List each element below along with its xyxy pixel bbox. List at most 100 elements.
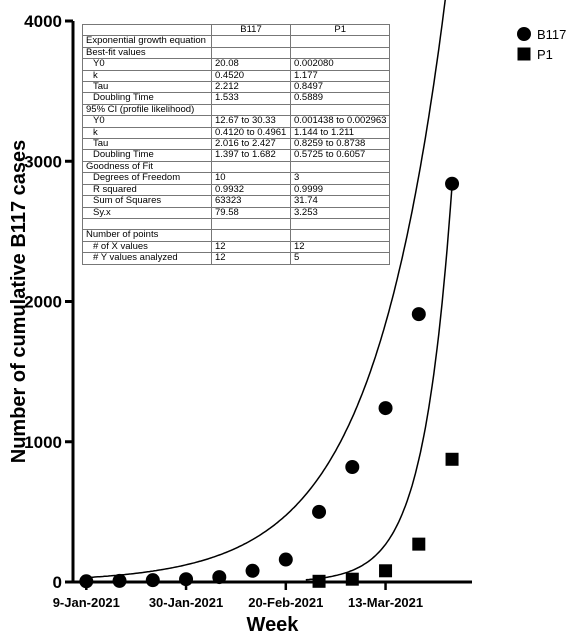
results-label-cell: Sum of Squares (82, 195, 212, 208)
results-row: k 0.4120 to 0.4961 1.144 to 1.211 (82, 126, 391, 140)
results-p1-cell (289, 160, 391, 174)
results-label-cell: Doubling Time (82, 149, 212, 162)
results-row: Y0 12.67 to 30.33 0.001438 to 0.002963 (82, 115, 391, 128)
point-b117 (278, 552, 293, 567)
results-label-cell: Sy.x (82, 206, 212, 219)
results-row: Doubling Time 1.397 to 1.682 0.5725 to 0.6… (82, 149, 391, 162)
results-p1-cell: 0.002080 (289, 58, 391, 71)
fit-curve-p1 (305, 184, 453, 581)
results-label-cell: # of X values (82, 240, 212, 254)
point-b117 (345, 459, 360, 474)
results-row: Tau 2.212 0.8497 (82, 81, 391, 94)
results-b117-cell: 12 (211, 252, 291, 265)
results-row: Y0 20.08 0.002080 (82, 58, 391, 71)
legend-marker-p1 (517, 47, 531, 61)
results-p1-cell: 0.5725 to 0.6057 (289, 149, 391, 162)
results-header-blank (82, 23, 212, 37)
results-b117-cell (211, 160, 291, 174)
y-tick-label: 0 (53, 573, 62, 592)
results-p1-cell: 0.8497 (289, 81, 391, 94)
point-b117 (445, 176, 460, 191)
point-b117 (145, 573, 160, 588)
point-p1 (379, 564, 393, 578)
results-row: Number of points (82, 229, 391, 242)
results-p1-cell: 0.9999 (289, 183, 391, 197)
point-b117 (312, 504, 327, 519)
legend-label-b117: B117 (537, 27, 566, 42)
results-p1-cell: 5 (289, 252, 391, 265)
point-p1 (345, 572, 359, 586)
fit-curve-b117 (86, 0, 446, 579)
x-tick-label: 20-Feb-2021 (248, 595, 323, 610)
results-b117-cell (211, 229, 291, 242)
results-b117-cell: 0.4120 to 0.4961 (211, 126, 291, 140)
results-label-cell: 95% CI (profile likelihood) (82, 103, 212, 117)
results-label-cell: Degrees of Freedom (82, 172, 212, 185)
x-tick-label: 9-Jan-2021 (53, 595, 120, 610)
results-row: # of X values 12 12 (82, 240, 391, 254)
results-b117-cell: 79.58 (211, 206, 291, 219)
results-row: Goodness of Fit (82, 160, 391, 174)
results-b117-cell (211, 35, 291, 48)
axes: 0 1000 2000 3000 4000 9-Jan-2021 30-Jan-2021 20… (8, 12, 472, 636)
results-label-cell: Exponential growth equation (82, 35, 212, 48)
results-header-b117: B117 (211, 23, 291, 37)
results-b117-cell: 12 (211, 240, 291, 254)
results-row: Exponential growth equation (82, 35, 391, 48)
x-axis-title: Week (247, 614, 300, 636)
results-label-cell: Number of points (82, 229, 212, 242)
point-b117 (411, 307, 426, 322)
legend: B117 P1 (517, 27, 566, 62)
point-b117 (245, 563, 260, 578)
results-b117-cell: 10 (211, 172, 291, 185)
results-row: # Y values analyzed 12 5 (82, 252, 391, 265)
y-tick-label: 3000 (24, 152, 62, 171)
legend-label-p1: P1 (537, 47, 553, 62)
results-label-cell: Doubling Time (82, 92, 212, 105)
results-p1-cell (289, 229, 391, 242)
results-row: Sy.x 79.58 3.253 (82, 206, 391, 219)
results-label-cell: Tau (82, 138, 212, 151)
results-p1-cell: 3 (289, 172, 391, 185)
results-label-cell: k (82, 69, 212, 83)
y-axis-title: Number of cumulative B117 cases (8, 140, 30, 463)
results-label-cell: Y0 (82, 115, 212, 128)
results-row: Sum of Squares 63323 31.74 (82, 195, 391, 208)
results-row (82, 217, 391, 231)
results-p1-cell: 0.8259 to 0.8738 (289, 138, 391, 151)
y-tick-label: 2000 (24, 293, 62, 312)
results-label-cell: R squared (82, 183, 212, 197)
results-b117-cell: 1.397 to 1.682 (211, 149, 291, 162)
results-label-cell: Best-fit values (82, 46, 212, 60)
results-header-row: B117 P1 (82, 23, 391, 37)
results-p1-cell (289, 46, 391, 60)
y-tick-label: 4000 (24, 12, 62, 31)
results-b117-cell: 0.4520 (211, 69, 291, 83)
results-b117-cell: 12.67 to 30.33 (211, 115, 291, 128)
results-row: k 0.4520 1.177 (82, 69, 391, 83)
results-b117-cell: 2.016 to 2.427 (211, 138, 291, 151)
fit-curves (86, 0, 453, 581)
x-tick-label: 13-Mar-2021 (348, 595, 423, 610)
results-p1-cell (289, 103, 391, 117)
results-p1-cell: 12 (289, 240, 391, 254)
results-b117-cell: 20.08 (211, 58, 291, 71)
results-p1-cell (289, 217, 391, 231)
results-row: Tau 2.016 to 2.427 0.8259 to 0.8738 (82, 138, 391, 151)
results-table: B117 P1 Exponential growth equation Best-… (82, 23, 391, 265)
results-row: R squared 0.9932 0.9999 (82, 183, 391, 197)
data-points (79, 176, 460, 589)
results-label-cell: # Y values analyzed (82, 252, 212, 265)
results-label-cell: Tau (82, 81, 212, 94)
results-header-p1: P1 (289, 23, 391, 37)
results-label-cell (82, 217, 212, 231)
y-tick-label: 1000 (24, 433, 62, 452)
results-b117-cell (211, 103, 291, 117)
point-p1 (445, 452, 459, 466)
results-p1-cell: 0.5889 (289, 92, 391, 105)
results-b117-cell: 63323 (211, 195, 291, 208)
results-b117-cell (211, 46, 291, 60)
results-label-cell: Goodness of Fit (82, 160, 212, 174)
point-p1 (412, 537, 426, 551)
legend-marker-b117 (517, 27, 531, 41)
